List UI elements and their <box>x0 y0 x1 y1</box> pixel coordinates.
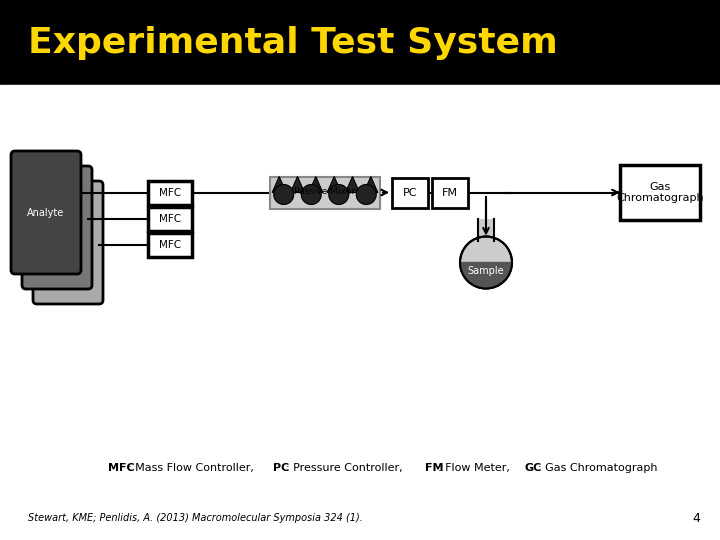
Text: FM: FM <box>425 463 444 473</box>
Circle shape <box>301 185 321 205</box>
Bar <box>620 165 700 220</box>
Circle shape <box>356 185 377 205</box>
Bar <box>148 233 192 256</box>
Polygon shape <box>460 262 512 288</box>
Text: MFC: MFC <box>108 463 135 473</box>
Text: : Pressure Controller,: : Pressure Controller, <box>286 463 409 473</box>
Text: PC: PC <box>402 187 418 198</box>
Bar <box>0 0 720 85</box>
Polygon shape <box>272 177 286 192</box>
Text: : Gas Chromatograph: : Gas Chromatograph <box>538 463 657 473</box>
Polygon shape <box>327 177 341 192</box>
Text: MFC: MFC <box>159 187 181 198</box>
Text: Experimental Test System: Experimental Test System <box>28 26 558 60</box>
Circle shape <box>274 185 294 205</box>
Text: PC: PC <box>272 463 289 473</box>
Polygon shape <box>309 177 323 192</box>
Polygon shape <box>346 177 359 192</box>
Text: MFC: MFC <box>159 213 181 224</box>
Text: Passive Mixer: Passive Mixer <box>294 187 356 196</box>
Text: GC: GC <box>525 463 542 473</box>
FancyBboxPatch shape <box>22 166 92 289</box>
Text: 4: 4 <box>692 511 700 524</box>
Bar <box>432 178 468 207</box>
Bar <box>148 206 192 231</box>
Text: Analyte: Analyte <box>50 238 86 247</box>
Bar <box>148 180 192 205</box>
Text: Analyte: Analyte <box>38 222 76 233</box>
Bar <box>478 219 494 240</box>
Polygon shape <box>364 177 378 192</box>
Bar <box>392 178 428 207</box>
Bar <box>270 177 380 208</box>
Text: : Flow Meter,: : Flow Meter, <box>438 463 516 473</box>
Text: FM: FM <box>442 187 458 198</box>
Text: Stewart, KME; Penlidis, A. (2013) Macromolecular Symposia 324 (1).: Stewart, KME; Penlidis, A. (2013) Macrom… <box>28 513 363 523</box>
FancyBboxPatch shape <box>33 181 103 304</box>
FancyBboxPatch shape <box>11 151 81 274</box>
Circle shape <box>329 185 348 205</box>
Text: Sample: Sample <box>468 266 504 275</box>
Text: Analyte: Analyte <box>27 207 65 218</box>
Bar <box>0 85 720 540</box>
Text: MFC: MFC <box>159 240 181 249</box>
Text: Gas
Chromatograph: Gas Chromatograph <box>616 181 704 203</box>
Polygon shape <box>290 177 305 192</box>
Circle shape <box>460 237 512 288</box>
Text: : Mass Flow Controller,: : Mass Flow Controller, <box>127 463 261 473</box>
